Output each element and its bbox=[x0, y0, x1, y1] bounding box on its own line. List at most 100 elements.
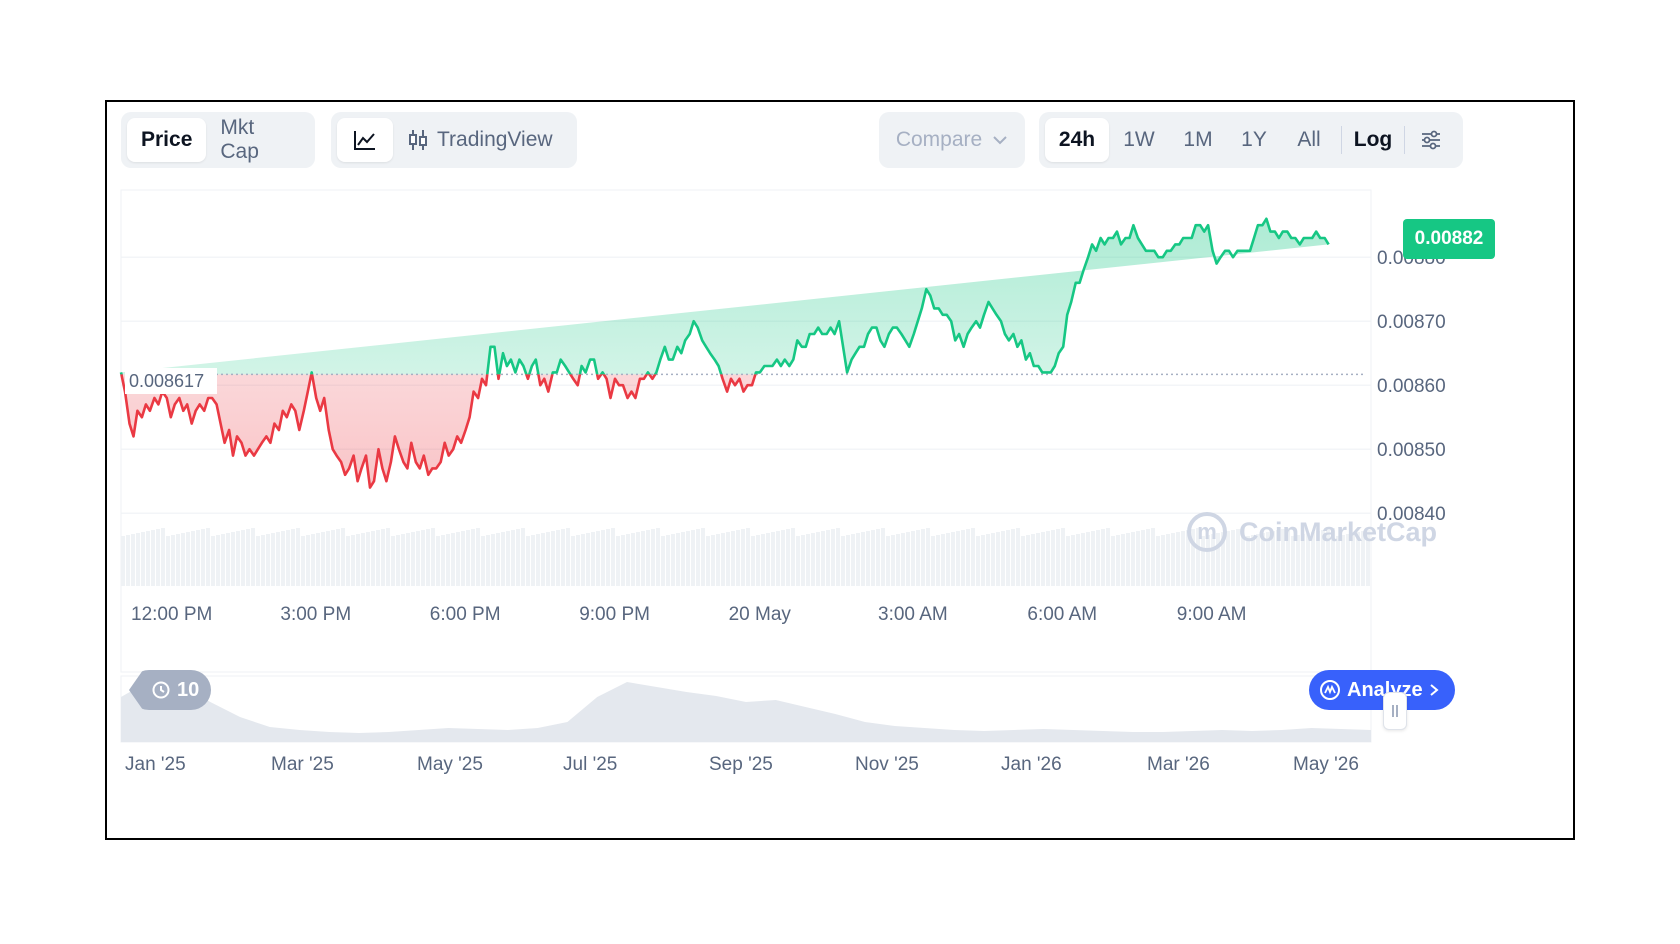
y-tick-label: 0.00860 bbox=[1377, 376, 1446, 397]
volume-bar bbox=[736, 530, 740, 586]
metric-toggle: Price Mkt Cap bbox=[121, 112, 315, 168]
x-tick-label: 12:00 PM bbox=[131, 604, 212, 625]
line-chart-button[interactable] bbox=[337, 118, 393, 162]
history-badge[interactable]: 10 bbox=[129, 670, 212, 710]
volume-bar bbox=[1196, 528, 1200, 586]
y-tick-label: 0.00870 bbox=[1377, 312, 1446, 333]
price-line-down bbox=[120, 374, 757, 489]
volume-bar bbox=[186, 532, 190, 586]
volume-bar bbox=[941, 534, 945, 586]
volume-bar bbox=[1326, 529, 1330, 586]
volume-bar bbox=[1011, 529, 1015, 586]
volume-bar bbox=[516, 529, 520, 586]
volume-bar bbox=[261, 535, 265, 586]
volume-bar bbox=[371, 531, 375, 586]
volume-bar bbox=[471, 529, 475, 586]
volume-bar bbox=[396, 535, 400, 586]
range-1y[interactable]: 1Y bbox=[1241, 128, 1267, 151]
volume-bar bbox=[1261, 533, 1265, 586]
x-axis: 12:00 PM 3:00 PM 6:00 PM 9:00 PM 20 May 3:00 … bbox=[131, 604, 1247, 625]
compare-dropdown[interactable]: Compare bbox=[879, 112, 1025, 168]
volume-bar bbox=[621, 535, 625, 586]
volume-bar bbox=[946, 533, 950, 586]
navigator-handle[interactable] bbox=[1383, 692, 1407, 730]
volume-bar bbox=[1131, 532, 1135, 586]
volume-bar bbox=[451, 533, 455, 586]
volume-bar bbox=[336, 529, 340, 586]
watermark-text: CoinMarketCap bbox=[1239, 516, 1438, 547]
volume-bar bbox=[301, 536, 305, 586]
current-price-tag: 0.00882 bbox=[1403, 219, 1495, 259]
tradingview-label: TradingView bbox=[437, 128, 553, 151]
volume-bar bbox=[751, 536, 755, 586]
volume-bar bbox=[1061, 528, 1065, 586]
volume-bar bbox=[601, 530, 605, 586]
chevron-down-icon bbox=[992, 135, 1008, 145]
volume-bar bbox=[306, 535, 310, 586]
range-all[interactable]: All bbox=[1297, 128, 1321, 151]
settings-button[interactable] bbox=[1409, 118, 1453, 162]
volume-bar bbox=[1181, 531, 1185, 586]
volume-bar bbox=[201, 529, 205, 586]
price-lines bbox=[119, 217, 1330, 489]
volume-bar bbox=[886, 536, 890, 586]
volume-bar bbox=[681, 532, 685, 586]
volume-bar bbox=[811, 533, 815, 586]
volume-bar bbox=[1111, 536, 1115, 586]
volume-bar bbox=[806, 534, 810, 586]
volume-bar bbox=[781, 530, 785, 586]
volume-bar bbox=[446, 534, 450, 586]
volume-bar bbox=[226, 533, 230, 586]
volume-bar bbox=[551, 531, 555, 586]
tradingview-button[interactable]: TradingView bbox=[393, 118, 567, 162]
log-toggle[interactable]: Log bbox=[1353, 128, 1393, 151]
volume-bar bbox=[1341, 535, 1345, 586]
volume-bar bbox=[626, 534, 630, 586]
volume-bar bbox=[1301, 534, 1305, 586]
volume-bar bbox=[196, 530, 200, 586]
coinmarketcap-watermark: m CoinMarketCap bbox=[1187, 512, 1437, 552]
volume-bar bbox=[1021, 536, 1025, 586]
volume-bar bbox=[491, 534, 495, 586]
volume-bar bbox=[401, 534, 405, 586]
overview-x-tick-label: Mar '26 bbox=[1147, 754, 1210, 775]
coinmarketcap-logo: m bbox=[1187, 512, 1227, 552]
y-tick-label: 0.00840 bbox=[1377, 504, 1446, 525]
volume-bar bbox=[1051, 530, 1055, 586]
volume-bar bbox=[531, 535, 535, 586]
volume-bar bbox=[496, 533, 500, 586]
volume-bar bbox=[1036, 533, 1040, 586]
volume-bar bbox=[1206, 535, 1210, 586]
volume-bar bbox=[1076, 534, 1080, 586]
chevron-right-icon bbox=[1429, 683, 1439, 697]
volume-bar bbox=[866, 531, 870, 586]
volume-bar bbox=[671, 534, 675, 586]
x-tick-label: 9:00 PM bbox=[579, 604, 650, 625]
overview-navigator[interactable] bbox=[120, 675, 1372, 743]
volume-bar bbox=[231, 532, 235, 586]
range-1w[interactable]: 1W bbox=[1123, 128, 1155, 151]
volume-bar bbox=[976, 536, 980, 586]
volume-bar bbox=[321, 532, 325, 586]
volume-bar bbox=[1236, 529, 1240, 586]
volume-bar bbox=[326, 531, 330, 586]
volume-bar bbox=[171, 535, 175, 586]
volume-bar bbox=[391, 536, 395, 586]
analyze-button[interactable]: Analyze bbox=[1309, 670, 1455, 710]
volume-bar bbox=[236, 531, 240, 586]
volume-bar bbox=[856, 533, 860, 586]
volume-bar bbox=[771, 532, 775, 586]
range-1m[interactable]: 1M bbox=[1183, 128, 1213, 151]
volume-bar bbox=[1191, 529, 1195, 586]
volume-bar bbox=[521, 528, 525, 586]
volume-bar bbox=[251, 528, 255, 586]
volume-bar bbox=[961, 530, 965, 586]
tab-price[interactable]: Price bbox=[127, 118, 207, 162]
volume-bar bbox=[831, 529, 835, 586]
range-24h[interactable]: 24h bbox=[1045, 118, 1109, 162]
candlestick-icon bbox=[407, 129, 429, 151]
tab-mkt-cap[interactable]: Mkt Cap bbox=[220, 116, 259, 163]
volume-bar bbox=[686, 531, 690, 586]
volume-bar bbox=[1281, 529, 1285, 586]
